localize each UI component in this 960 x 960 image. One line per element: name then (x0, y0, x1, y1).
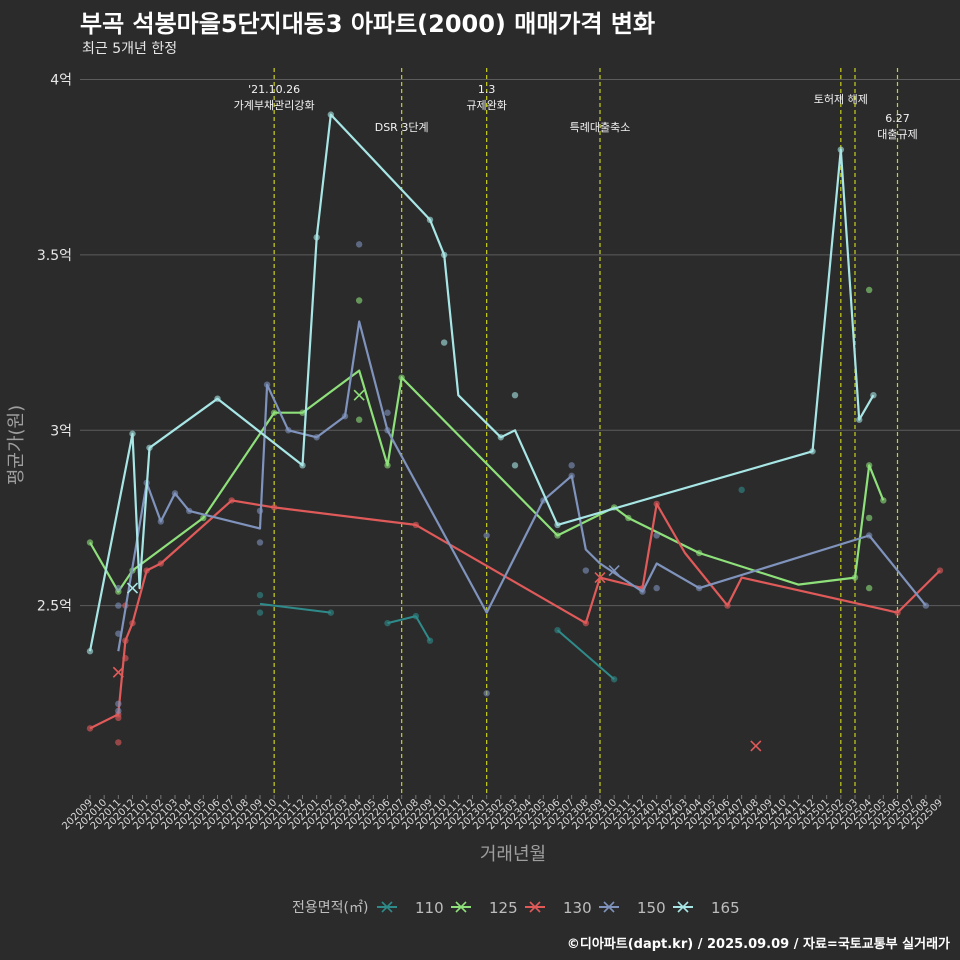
data-point (256, 539, 264, 546)
legend-key-cross (381, 901, 393, 913)
data-point (483, 532, 490, 539)
series-line (89, 499, 941, 730)
event-label: 대출규제 (877, 128, 917, 141)
legend-key-cross (455, 901, 467, 913)
series-110 (256, 486, 745, 683)
legend-item-130: 130 (525, 899, 592, 917)
x-axis-title: 거래년월 (480, 844, 546, 865)
chart-title: 부곡 석봉마을5단지대동3 아파트(2000) 매매가격 변화 (80, 10, 656, 38)
legend-item-165: 165 (673, 899, 740, 917)
cancelled-deal-marker (750, 740, 762, 752)
data-point (865, 584, 873, 592)
data-point (738, 486, 745, 494)
data-point (355, 297, 363, 304)
legend-label: 125 (489, 899, 518, 917)
data-point (256, 591, 264, 599)
legend-key-cross (603, 901, 615, 913)
data-point (115, 707, 122, 715)
data-point (440, 339, 448, 346)
cancelled-deal-marker (594, 571, 606, 584)
source-caption: ©디아파트(dapt.kr) / 2025.09.09 / 자료=국토교통부 실… (566, 937, 950, 952)
data-point (355, 416, 363, 423)
data-point (653, 584, 660, 592)
series-125 (86, 286, 887, 595)
event-label: '21.10.26 (248, 83, 300, 96)
legend-item-110: 110 (377, 899, 444, 917)
x-axis-ticks: 2020092020102020112020122021012021022021… (60, 795, 945, 832)
series-150 (115, 241, 930, 715)
legend-key-cross (529, 901, 541, 913)
data-point (511, 391, 519, 399)
data-point (568, 462, 575, 469)
series-line (414, 615, 431, 642)
y-tick-label: 4억 (50, 73, 72, 89)
series-line (88, 113, 875, 652)
event-label: 토허제 해제 (814, 92, 868, 106)
cancelled-deal-marker (608, 564, 620, 577)
data-point (865, 514, 873, 522)
data-point (86, 648, 94, 655)
legend-label: 130 (563, 899, 592, 917)
event-label: 가계부채관리강화 (234, 99, 315, 112)
series-line (387, 615, 417, 625)
legend-label: 150 (637, 899, 666, 917)
data-point (582, 567, 590, 574)
series-130 (86, 497, 944, 752)
y-tick-label: 3.5억 (37, 248, 72, 264)
y-tick-label: 3억 (50, 423, 72, 439)
data-point (115, 739, 122, 746)
series-line (259, 602, 331, 614)
series-layer (86, 111, 944, 752)
event-label: 6.27 (885, 112, 910, 125)
legend-title: 전용면적(㎡) (292, 900, 368, 916)
y-tick-label: 2.5억 (37, 599, 72, 615)
data-point (115, 584, 122, 592)
series-line (556, 629, 615, 681)
y-axis-title: 평균가(원) (6, 405, 27, 485)
legend: 전용면적(㎡) 110 125 130 150 165 (292, 899, 740, 917)
data-point (115, 700, 122, 708)
event-label: 규제완화 (466, 99, 506, 112)
data-point (653, 532, 660, 539)
data-point (115, 602, 122, 609)
series-165 (86, 111, 877, 655)
legend-label: 110 (415, 899, 444, 917)
data-point (483, 690, 490, 697)
series-line (89, 369, 885, 593)
cancelled-deal-marker (353, 389, 365, 401)
legend-item-150: 150 (599, 899, 666, 917)
data-point (355, 241, 363, 248)
gridlines (80, 79, 960, 607)
data-point (511, 462, 519, 469)
y-axis-ticks: 2.5억 3억 3.5억 4억 (37, 73, 72, 615)
legend-label: 165 (711, 899, 740, 917)
data-point (256, 609, 264, 616)
event-label: 1.3 (478, 83, 496, 96)
event-label: 특례대출축소 (570, 121, 631, 134)
series-line (117, 320, 927, 652)
event-label: DSR 3단계 (375, 121, 429, 134)
data-point (865, 286, 873, 294)
chart-subtitle: 최근 5개년 한정 (82, 41, 178, 57)
data-point (384, 409, 391, 416)
legend-key-cross (677, 901, 689, 913)
legend-item-125: 125 (451, 899, 518, 917)
cancelled-deal-marker (126, 582, 139, 594)
cancelled-deal-marker (112, 666, 124, 678)
